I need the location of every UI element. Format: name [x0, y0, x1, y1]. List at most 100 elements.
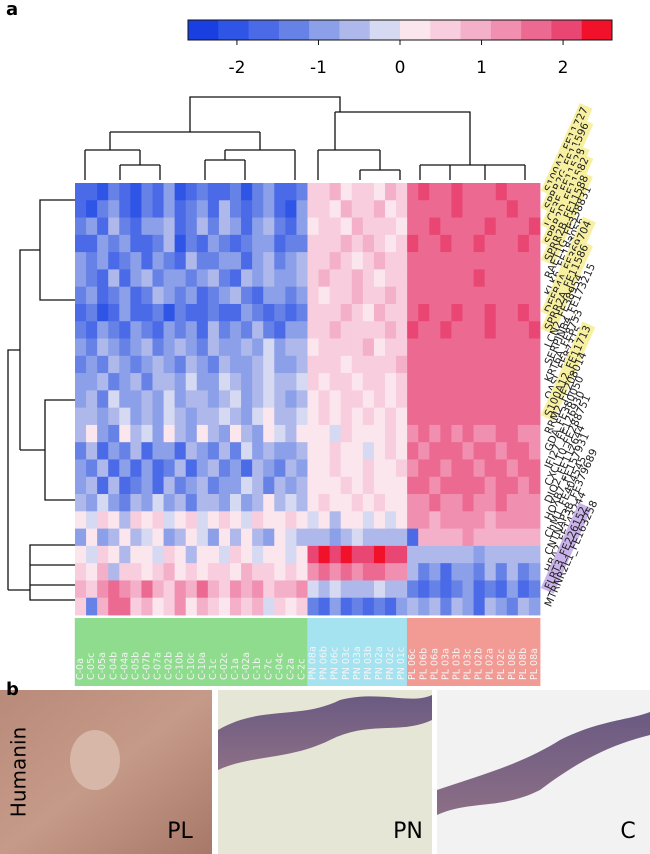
heatmap-cell	[451, 321, 463, 339]
heatmap-cell	[108, 424, 120, 443]
heatmap-cell	[407, 476, 419, 495]
heatmap-cell	[252, 476, 264, 495]
heatmap-cell	[418, 494, 430, 512]
heatmap-cell	[241, 252, 253, 270]
heatmap-cell	[141, 390, 153, 409]
heatmap-cell	[329, 217, 342, 236]
heatmap-cell	[263, 390, 275, 409]
heatmap-cell	[362, 321, 375, 339]
heatmap-cell	[75, 355, 87, 374]
heatmap-cell	[473, 494, 486, 512]
heatmap-cell	[108, 511, 120, 529]
heatmap-cell	[263, 407, 275, 426]
heatmap-cell	[385, 321, 397, 339]
heatmap-cell	[351, 269, 364, 288]
column-label: C-02c	[219, 653, 230, 680]
heatmap-cell	[528, 338, 541, 357]
heatmap-cell	[196, 545, 209, 564]
heatmap-cell	[418, 200, 430, 218]
heatmap-cell	[517, 407, 530, 426]
heatmap-cell	[185, 200, 198, 218]
heatmap-cell	[307, 252, 319, 270]
heatmap-cell	[97, 373, 109, 391]
heatmap-cell	[462, 442, 474, 460]
heatmap-cell	[329, 286, 342, 305]
row-label-highlight	[540, 118, 594, 214]
heatmap-cell	[230, 286, 242, 305]
heatmap-cell	[495, 200, 508, 218]
heatmap-cell	[495, 286, 508, 305]
heatmap-cell	[318, 355, 331, 374]
heatmap-cell	[385, 217, 397, 236]
heatmap-cell	[218, 597, 231, 616]
heatmap-cell	[517, 545, 530, 564]
heatmap-cell	[351, 217, 364, 236]
heatmap-cell	[163, 459, 176, 478]
image-label: PN	[393, 819, 423, 844]
heatmap-cell	[418, 390, 430, 409]
column-label: PN 08a	[308, 646, 319, 680]
heatmap-cell	[329, 338, 342, 357]
heatmap-cell	[385, 338, 397, 357]
heatmap-cell	[407, 321, 419, 339]
heatmap-cell	[230, 321, 242, 339]
heatmap-cell	[362, 511, 375, 529]
heatmap-cell	[174, 597, 187, 616]
heatmap-cell	[274, 390, 286, 409]
heatmap-cell	[174, 286, 187, 305]
heatmap-cell	[218, 234, 231, 253]
heatmap-cell	[218, 217, 231, 236]
heatmap-cell	[429, 373, 441, 391]
heatmap-cell	[207, 580, 220, 599]
heatmap-cell	[185, 597, 198, 616]
heatmap-cell	[241, 286, 253, 305]
heatmap-cell	[484, 303, 497, 322]
heatmap-cell	[362, 183, 375, 201]
heatmap-cell	[141, 269, 153, 288]
heatmap-cell	[429, 459, 441, 478]
heatmap-cell	[152, 459, 164, 478]
heatmap-cell	[329, 476, 342, 495]
heatmap-cell	[407, 511, 419, 529]
heatmap-cell	[207, 200, 220, 218]
heatmap-cell	[307, 338, 319, 357]
heatmap-cell	[473, 373, 486, 391]
column-label: C-10b	[175, 652, 186, 680]
heatmap-cell	[241, 528, 253, 547]
heatmap-cell	[473, 407, 486, 426]
heatmap-cell	[484, 424, 497, 443]
heatmap-cell	[407, 528, 419, 547]
heatmap-cell	[407, 545, 419, 564]
heatmap-cell	[86, 424, 98, 443]
heatmap-cell	[174, 442, 187, 460]
heatmap-cell	[130, 528, 142, 547]
heatmap-cell	[230, 234, 242, 253]
heatmap-cell	[285, 459, 297, 478]
heatmap-cell	[252, 407, 264, 426]
heatmap-cell	[373, 580, 386, 599]
heatmap-cell	[241, 459, 253, 478]
stain-label: Humanin	[7, 727, 31, 817]
heatmap-cell	[241, 545, 253, 564]
heatmap-cell	[307, 355, 319, 374]
heatmap-cell	[418, 269, 430, 288]
heatmap-cell	[462, 545, 474, 564]
heatmap-cell	[230, 494, 242, 512]
heatmap-cell	[351, 338, 364, 357]
heatmap-cell	[429, 321, 441, 339]
heatmap-cell	[119, 269, 131, 288]
heatmap-cell	[185, 476, 198, 495]
heatmap-cell	[517, 217, 530, 236]
heatmap-cell	[218, 442, 231, 460]
heatmap-cell	[385, 355, 397, 374]
heatmap-cell	[174, 563, 187, 581]
heatmap-cell	[75, 269, 87, 288]
heatmap-cell	[440, 424, 452, 443]
heatmap-cell	[196, 442, 209, 460]
heatmap-cell	[285, 580, 297, 599]
heatmap-cell	[241, 407, 253, 426]
heatmap-cell	[340, 494, 353, 512]
heatmap-cell	[440, 407, 452, 426]
heatmap-cell	[418, 459, 430, 478]
heatmap-cell	[252, 286, 264, 305]
